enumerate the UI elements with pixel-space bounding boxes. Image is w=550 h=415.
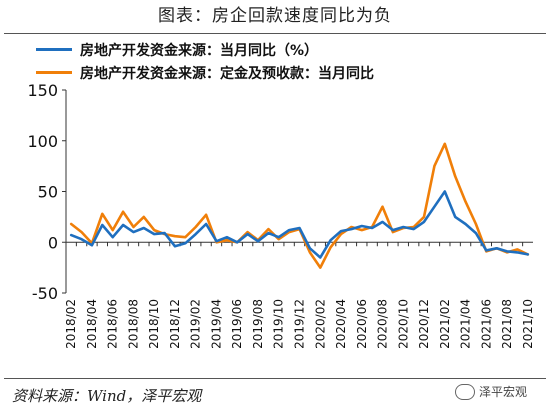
y-tick-label: 100 — [27, 132, 58, 151]
top-divider — [4, 33, 546, 34]
x-tick-label: 2020/12 — [417, 299, 431, 349]
x-tick-label: 2019/06 — [230, 299, 244, 349]
watermark-text: 泽平宏观 — [479, 385, 528, 399]
x-tick-label: 2019/02 — [189, 299, 203, 349]
x-tick-label: 2019/08 — [251, 299, 265, 349]
x-tick-label: 2019/12 — [293, 299, 307, 349]
x-tick-label: 2019/10 — [272, 299, 286, 349]
series-line-deposits-prepayments — [69, 142, 530, 269]
bottom-divider — [4, 378, 546, 379]
x-tick-label: 2018/02 — [64, 299, 78, 349]
series-line-total-funding — [69, 190, 530, 259]
x-tick-label: 2021/02 — [438, 299, 452, 349]
legend-label-series-1: 房地产开发资金来源：当月同比（%） — [80, 42, 319, 59]
chat-bubble-icon — [455, 383, 475, 400]
x-tick-label: 2018/10 — [147, 299, 161, 349]
x-tick-label: 2018/12 — [168, 299, 182, 349]
x-tick-label: 2020/08 — [376, 299, 390, 349]
x-tick-label: 2020/06 — [355, 299, 369, 349]
x-tick-label: 2021/06 — [479, 299, 493, 349]
y-tick-label: 50 — [38, 183, 58, 202]
legend-item-series-2: 房地产开发资金来源：定金及预收款：当月同比 — [36, 61, 374, 84]
x-tick-label: 2021/08 — [500, 299, 514, 349]
line-chart: 150 100 50 0 -50 2018/02 2018/04 2018/06 2018/08… — [27, 81, 535, 349]
y-tick-label: -50 — [32, 284, 58, 303]
source-note: 资料来源：Wind，泽平宏观 — [12, 387, 202, 405]
x-tick-label: 2021/04 — [459, 299, 473, 349]
legend-item-series-1: 房地产开发资金来源：当月同比（%） — [36, 38, 374, 61]
legend-swatch-blue — [36, 48, 72, 51]
legend-label-series-2: 房地产开发资金来源：定金及预收款：当月同比 — [80, 65, 374, 82]
x-tick-label: 2018/08 — [126, 299, 140, 349]
x-tick-label: 2021/10 — [521, 299, 535, 349]
x-tick-label: 2020/10 — [396, 299, 410, 349]
x-tick-label: 2018/04 — [85, 299, 99, 349]
legend-swatch-orange — [36, 71, 72, 74]
x-tick-label: 2019/04 — [209, 299, 223, 349]
x-tick-label: 2020/02 — [313, 299, 327, 349]
chart-legend: 房地产开发资金来源：当月同比（%） 房地产开发资金来源：定金及预收款：当月同比 — [36, 38, 374, 84]
brand-watermark: 泽平宏观 — [455, 383, 527, 400]
x-tick-label: 2020/04 — [334, 299, 348, 349]
x-tick-label: 2018/06 — [106, 299, 120, 349]
y-tick-label: 0 — [48, 233, 58, 252]
y-tick-label: 150 — [27, 81, 58, 100]
chart-title: 图表：房企回款速度同比为负 — [158, 6, 392, 26]
